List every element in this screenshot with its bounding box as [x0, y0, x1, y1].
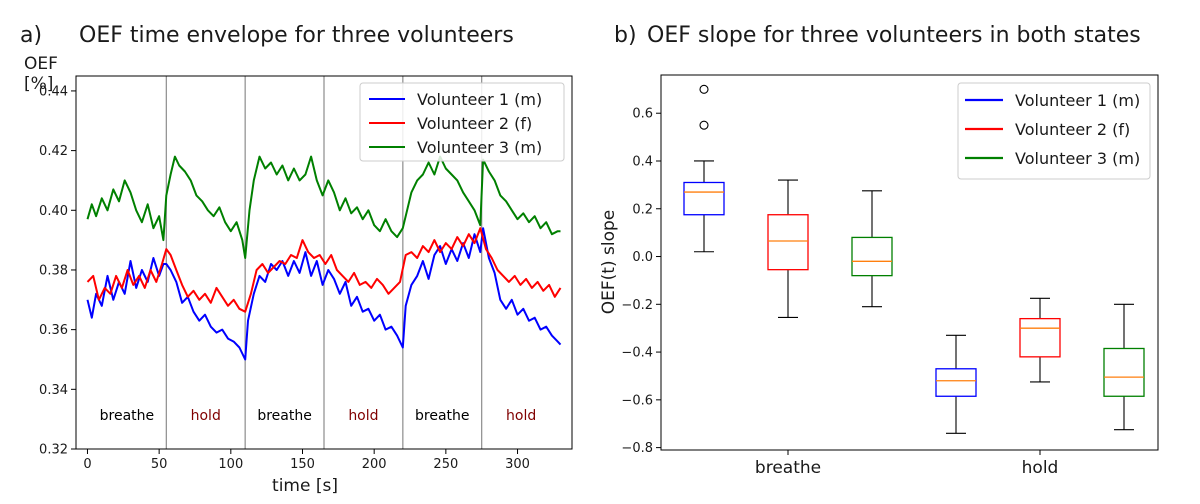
- x-tick-label: 200: [362, 457, 387, 472]
- category-label-hold: hold: [1022, 458, 1059, 478]
- y-tick-label: 0.6: [632, 107, 653, 122]
- box-hold-volunteer-3: [1103, 303, 1145, 431]
- iqr-box: [935, 368, 977, 397]
- y-tick-label: −0.8: [621, 441, 653, 456]
- outlier-point: [699, 84, 709, 94]
- phase-labels: breathe hold breathe hold breathe hold: [100, 408, 537, 424]
- y-ticks: 0.32 0.34 0.36 0.38 0.40 0.42 0.44: [39, 84, 76, 458]
- y-tick-label: −0.4: [621, 346, 653, 361]
- category-ticks: breathe hold: [755, 450, 1058, 478]
- legend-label-volunteer-3: Volunteer 3 (m): [417, 138, 542, 157]
- box-hold-volunteer-1: [935, 334, 977, 434]
- y-tick-label: 0.38: [39, 263, 68, 278]
- phase-label-breathe: breathe: [100, 408, 155, 424]
- panel-b-ylabel: OEF(t) slope: [599, 210, 619, 314]
- y-tick-label: 0.2: [632, 202, 653, 217]
- category-label-breathe: breathe: [755, 458, 821, 478]
- panel-b: b) OEF slope for three volunteers in bot…: [599, 23, 1159, 478]
- panel-b-legend: Volunteer 1 (m) Volunteer 2 (f) Volunteer …: [957, 82, 1151, 180]
- phase-label-breathe: breathe: [257, 408, 312, 424]
- panel-a-ylabel-line2: [%]: [24, 74, 53, 94]
- y-tick-label: 0.42: [39, 144, 68, 159]
- series-line-volunteer-2: [86, 227, 562, 313]
- y-tick-label: 0.44: [39, 84, 68, 99]
- box-breathe-volunteer-1: [683, 84, 725, 253]
- x-tick-label: 250: [433, 457, 458, 472]
- panel-b-label: b): [614, 23, 637, 48]
- iqr-box: [1019, 317, 1061, 358]
- y-tick-label: 0.0: [632, 250, 653, 265]
- panel-b-frame: [660, 74, 1159, 451]
- legend-label-volunteer-2: Volunteer 2 (f): [417, 114, 532, 133]
- y-ticks: 0.6 0.4 0.2 0.0 −0.2 −0.4 −0.6 −0.8: [621, 107, 661, 456]
- legend-box: [359, 82, 565, 162]
- x-tick-label: 50: [151, 457, 168, 472]
- x-tick-label: 0: [83, 457, 91, 472]
- panel-a-xlabel: time [s]: [272, 476, 338, 496]
- iqr-box: [851, 236, 893, 277]
- x-tick-label: 300: [505, 457, 530, 472]
- panel-a-frame: [75, 75, 573, 450]
- x-ticks: 0 50 100 150 200 250 300: [83, 449, 530, 472]
- phase-label-hold: hold: [348, 408, 378, 424]
- iqr-box: [683, 181, 725, 216]
- y-tick-label: 0.34: [39, 383, 68, 398]
- y-tick-label: 0.36: [39, 323, 68, 338]
- x-tick-label: 100: [218, 457, 243, 472]
- series-lines: [86, 155, 562, 361]
- legend-box: [957, 82, 1151, 180]
- legend-label-volunteer-1: Volunteer 1 (m): [417, 90, 542, 109]
- panel-a: a) OEF time envelope for three volunteer…: [20, 23, 573, 496]
- y-tick-label: −0.6: [621, 393, 653, 408]
- panel-a-title: OEF time envelope for three volunteers: [79, 23, 514, 48]
- box-breathe-volunteer-3: [851, 190, 893, 308]
- legend-label-volunteer-3: Volunteer 3 (m): [1015, 149, 1140, 168]
- iqr-box: [767, 214, 809, 271]
- outlier-point: [699, 120, 709, 130]
- legend-label-volunteer-2: Volunteer 2 (f): [1015, 120, 1130, 139]
- series-line-volunteer-3: [86, 155, 561, 259]
- box-breathe-volunteer-2: [767, 179, 809, 318]
- phase-label-hold: hold: [191, 408, 221, 424]
- panel-b-title: OEF slope for three volunteers in both s…: [647, 23, 1141, 48]
- y-tick-label: 0.40: [39, 204, 68, 219]
- box-plots: [683, 84, 1145, 434]
- phase-label-breathe: breathe: [415, 408, 470, 424]
- panel-a-ylabel-line1: OEF: [24, 54, 58, 74]
- iqr-box: [1103, 347, 1145, 397]
- panel-a-legend: Volunteer 1 (m) Volunteer 2 (f) Volunteer …: [359, 82, 565, 162]
- x-tick-label: 150: [290, 457, 315, 472]
- box-hold-volunteer-2: [1019, 297, 1061, 383]
- panel-a-label: a): [20, 23, 42, 48]
- y-tick-label: 0.4: [632, 154, 653, 169]
- legend-label-volunteer-1: Volunteer 1 (m): [1015, 91, 1140, 110]
- y-tick-label: −0.2: [621, 298, 653, 313]
- y-tick-label: 0.32: [39, 443, 68, 458]
- phase-label-hold: hold: [506, 408, 536, 424]
